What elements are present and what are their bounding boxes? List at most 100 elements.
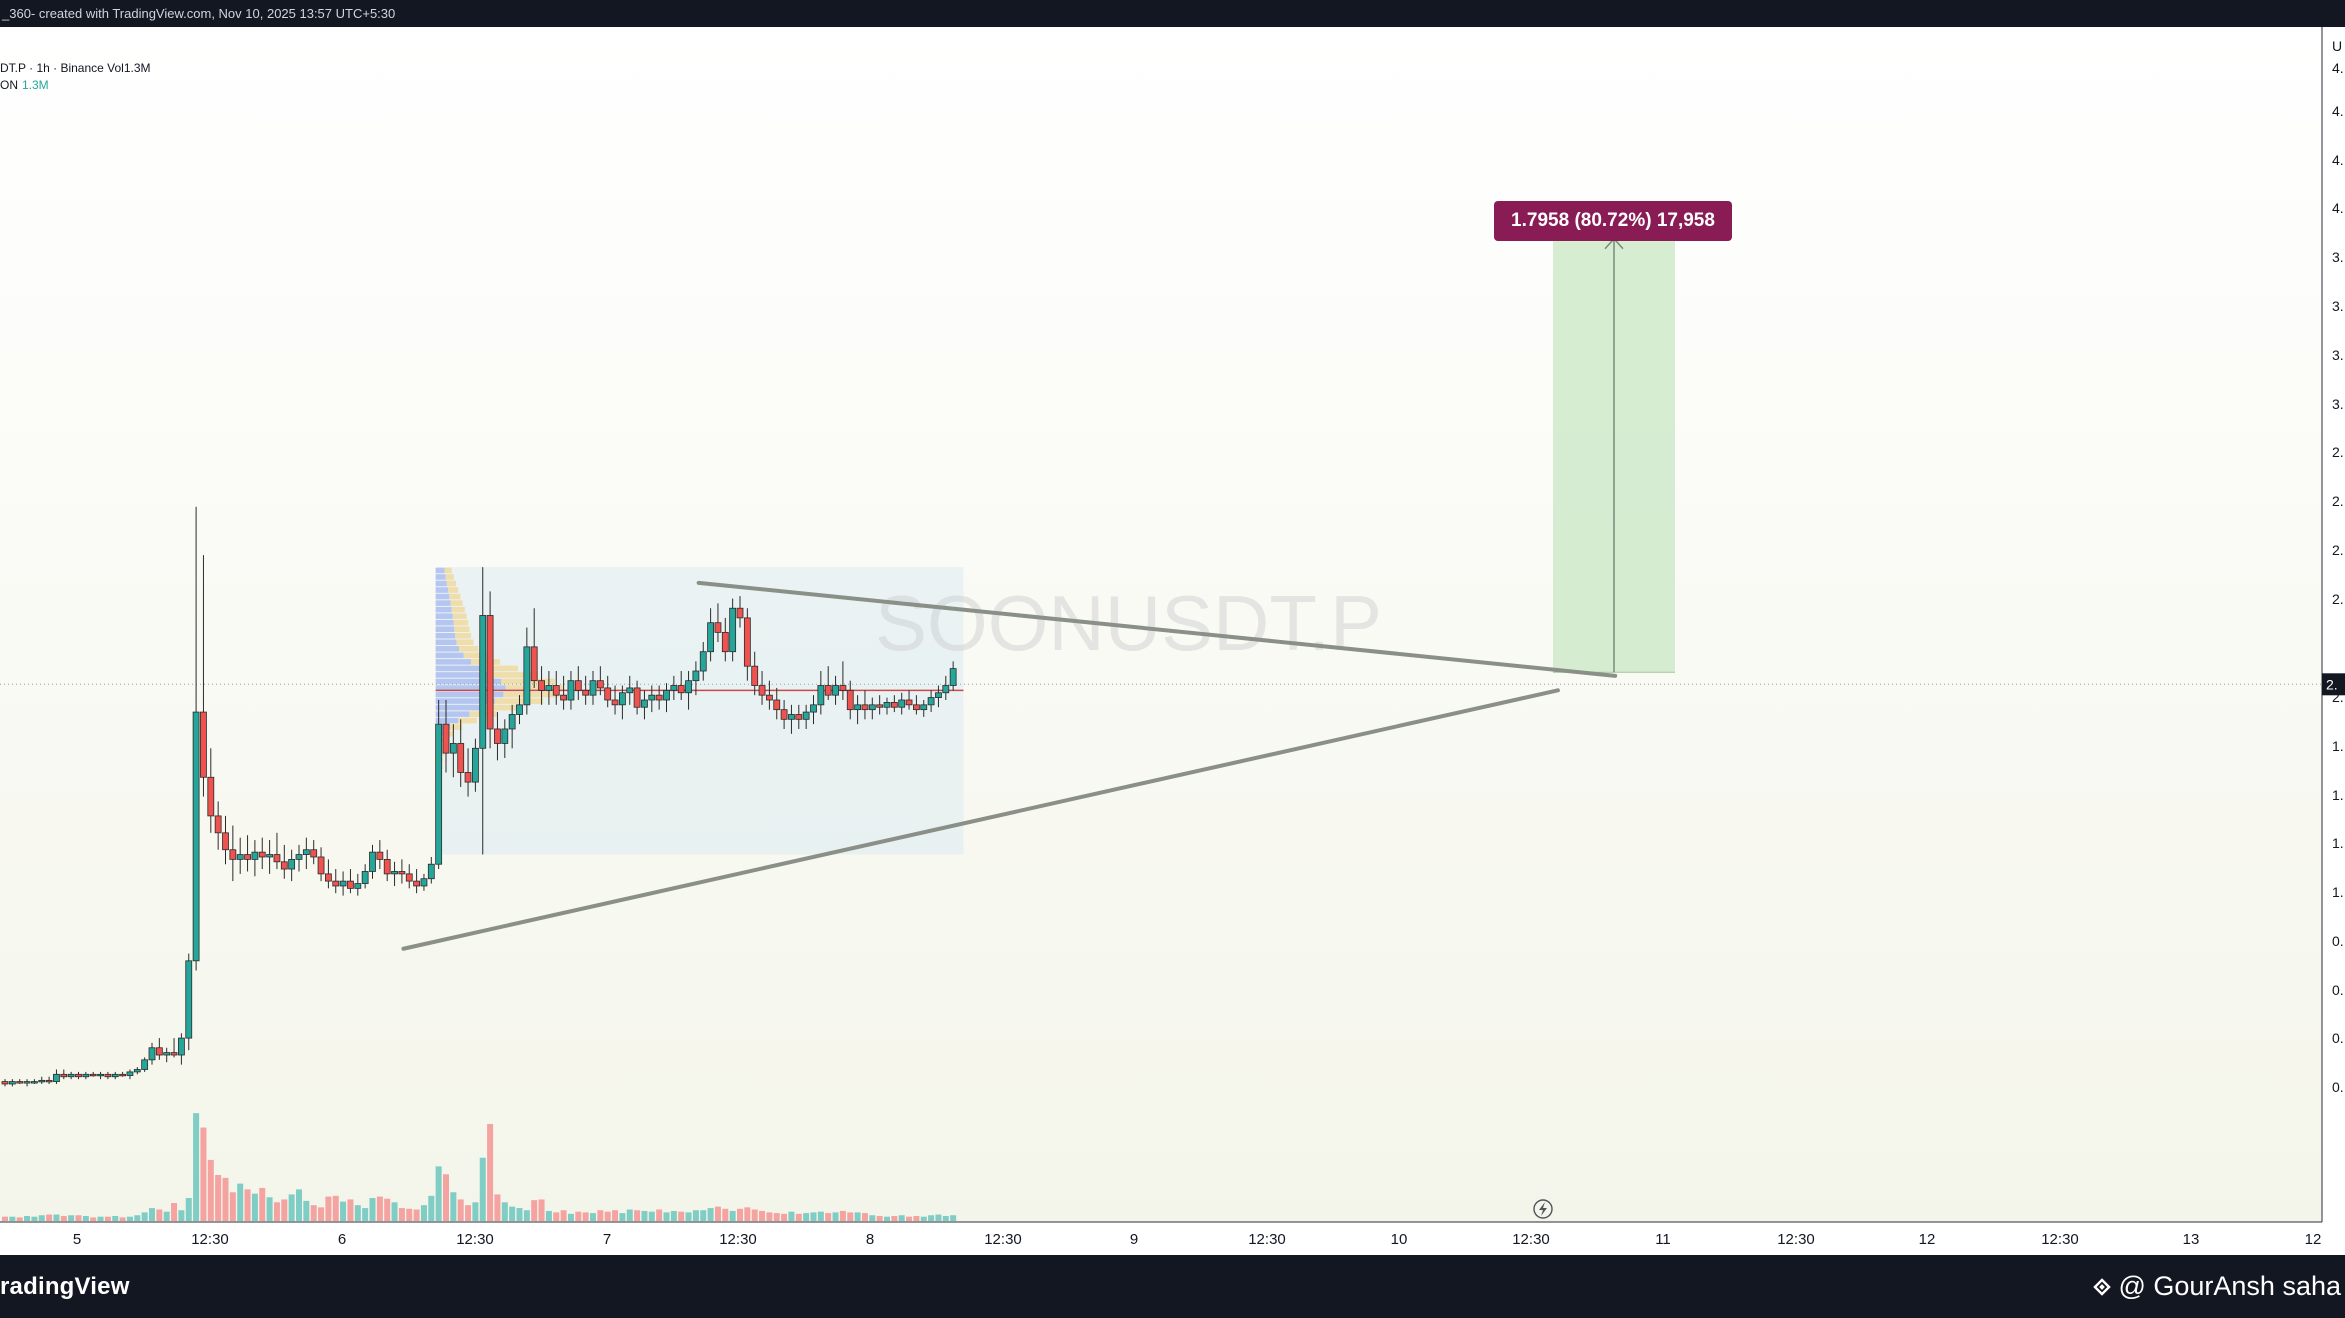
- volume-bar: [634, 1210, 641, 1221]
- candle-body-up: [67, 1073, 75, 1078]
- volume-bar: [244, 1189, 251, 1221]
- volume-bar: [604, 1211, 611, 1221]
- lightning-icon-ring: [1533, 1199, 1553, 1219]
- candle-body-up: [788, 714, 795, 720]
- volume-bar: [362, 1208, 369, 1221]
- candle-body-up: [192, 711, 200, 962]
- volume-profile-row-down: [458, 717, 477, 724]
- volume-bar: [215, 1175, 222, 1221]
- volume-profile-row-down: [455, 632, 472, 639]
- candle-body-up: [883, 702, 891, 708]
- volume-profile-row-down: [452, 613, 467, 619]
- candle-body-up: [288, 858, 296, 870]
- time-axis-tick-label: 12:30: [719, 1231, 757, 1248]
- price-chart[interactable]: SOONUSDT.P 5 12:30 6 12:30 7 12:30 8 12:30 9 12:3…: [0, 27, 2345, 1255]
- volume-legend[interactable]: ON 1.3M: [0, 78, 49, 92]
- candle-body-up: [729, 607, 737, 653]
- volume-bar: [619, 1213, 626, 1221]
- candle-body-down: [200, 711, 207, 778]
- volume-bar: [538, 1199, 545, 1221]
- volume-bar: [612, 1210, 619, 1221]
- volume-profile-row-up: [435, 685, 506, 691]
- volume-bar: [648, 1211, 655, 1221]
- candle-body-down: [861, 704, 869, 711]
- volume-bar: [193, 1113, 200, 1221]
- volume-bar: [435, 1166, 442, 1221]
- upper-trendline[interactable]: [696, 580, 1618, 678]
- candle-body-up: [685, 680, 692, 694]
- volume-bar: [641, 1210, 648, 1221]
- volume-bar: [803, 1213, 810, 1221]
- time-axis-tick-label: 12:30: [984, 1231, 1022, 1248]
- candle-body-up: [369, 851, 376, 872]
- candle-body-down: [494, 728, 501, 744]
- candle-body-down: [530, 646, 538, 682]
- candle-body-down: [347, 880, 354, 889]
- volume-bar: [788, 1211, 795, 1221]
- candle-body-up: [663, 689, 670, 701]
- lightning-icon[interactable]: [1533, 1199, 1553, 1219]
- time-axis[interactable]: [0, 1222, 2345, 1255]
- candle-body-up: [361, 871, 369, 884]
- volume-bar: [575, 1211, 582, 1221]
- candle-body-down: [45, 1079, 53, 1083]
- volume-bar: [171, 1203, 178, 1221]
- volume-bar: [906, 1216, 913, 1221]
- time-axis-tick-label: 9: [1130, 1231, 1138, 1248]
- volume-bar: [759, 1210, 766, 1221]
- volume-profile-row-up: [435, 665, 481, 672]
- volume-bar: [259, 1187, 266, 1221]
- candle-body-up: [126, 1071, 134, 1076]
- time-axis-tick-label: 12: [2305, 1231, 2322, 1248]
- volume-bar: [406, 1208, 413, 1221]
- volume-bar: [884, 1216, 890, 1221]
- time-axis-tick-label: 12:30: [1777, 1231, 1815, 1248]
- volume-bar: [898, 1215, 905, 1221]
- price-axis-tick-label: 2.: [2332, 444, 2344, 460]
- volume-bar: [913, 1215, 920, 1221]
- volume-bar: [795, 1213, 802, 1221]
- candle-body-down: [633, 687, 641, 708]
- volume-bar: [472, 1202, 479, 1221]
- candle-body-up: [935, 692, 942, 698]
- volume-bar: [832, 1212, 839, 1221]
- price-axis-tick-label: 1.: [2332, 835, 2344, 851]
- volume-bar: [781, 1213, 788, 1221]
- lower-trendline[interactable]: [401, 688, 1560, 951]
- candle-body-down: [222, 832, 229, 851]
- price-axis[interactable]: [2322, 27, 2345, 1255]
- volume-profile-row-up: [435, 587, 449, 593]
- volume-profile-row-up: [435, 613, 453, 619]
- volume-bar: [950, 1215, 957, 1221]
- candle-body-up: [97, 1073, 104, 1077]
- candle-body-up: [471, 747, 479, 783]
- candle-body-down: [596, 680, 604, 689]
- candle-body-down: [119, 1073, 126, 1077]
- candle-body-up: [619, 692, 626, 706]
- time-axis-tick-label: 12:30: [1512, 1231, 1550, 1248]
- volume-bar: [494, 1194, 501, 1221]
- volume-bar: [861, 1213, 868, 1221]
- candle-body-up: [626, 687, 634, 694]
- volume-profile-row-up: [435, 600, 451, 606]
- volume-bar: [825, 1213, 832, 1221]
- volume-bar: [553, 1212, 560, 1221]
- candle-body-down: [846, 689, 854, 711]
- candle-body-up: [949, 668, 957, 686]
- candle-body-down: [604, 687, 612, 701]
- time-axis-tick-label: 12:30: [456, 1231, 494, 1248]
- volume-bar: [942, 1215, 949, 1221]
- volume-bar: [222, 1177, 229, 1221]
- candle-body-up: [23, 1081, 31, 1084]
- volume-bar: [714, 1206, 721, 1221]
- price-range-measure-label[interactable]: 1.7958 (80.72%) 17,958: [1494, 201, 1732, 241]
- candle-body-down: [743, 617, 751, 667]
- candle-body-up: [523, 646, 531, 706]
- volume-bar: [692, 1210, 699, 1221]
- candle-body-down: [104, 1073, 112, 1078]
- candle-body-down: [383, 858, 391, 875]
- symbol-legend[interactable]: DT.P · 1h · Binance Vol1.3M: [0, 61, 151, 75]
- candle-body-down: [60, 1073, 68, 1078]
- chart-area[interactable]: SOONUSDT.P 5 12:30 6 12:30 7 12:30 8 12:30 9 12:3…: [0, 27, 2345, 1255]
- candle-body-down: [560, 694, 567, 701]
